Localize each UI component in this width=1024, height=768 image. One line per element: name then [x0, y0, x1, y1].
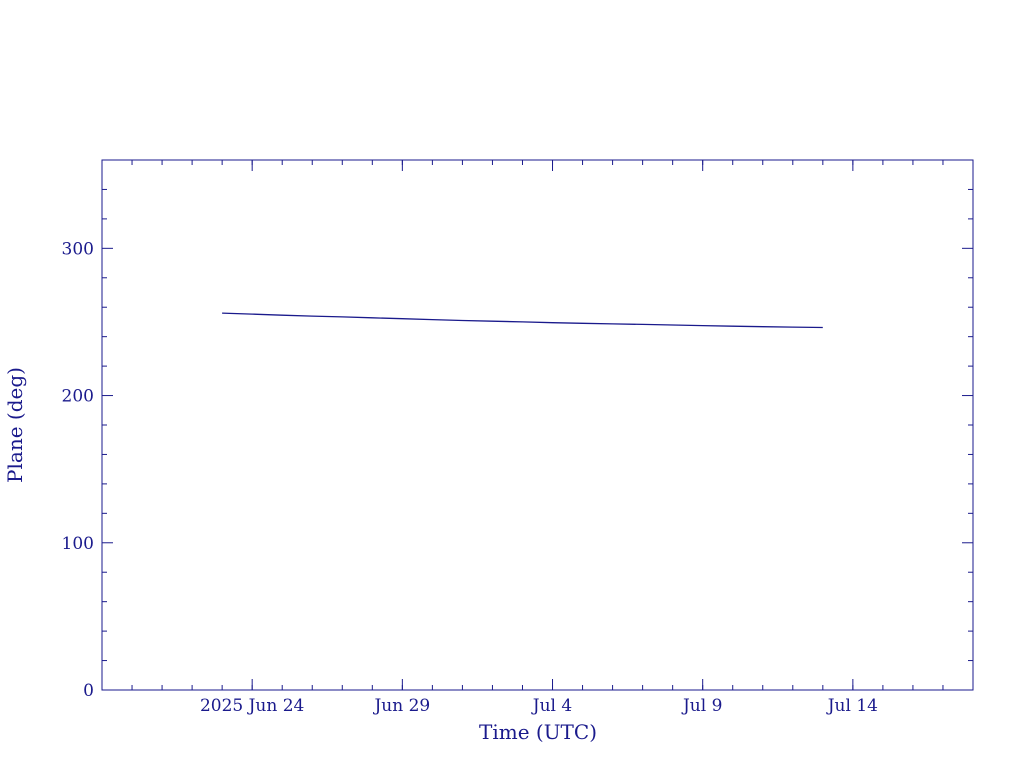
x-tick-label: Jul 4: [531, 696, 572, 716]
x-tick-label: Jul 9: [681, 696, 722, 716]
y-tick-label: 300: [62, 239, 94, 259]
x-axis-label: Time (UTC): [479, 720, 597, 744]
axis-ticks: 2025 Jun 24 Jun 29 Jul 4 Jul 9 Jul 14 0 100 200…: [62, 160, 973, 716]
y-tick-label: 200: [62, 387, 94, 407]
plot-frame: [101, 159, 974, 691]
series-layer: [222, 312, 823, 329]
y-tick-label: 100: [62, 534, 94, 554]
x-tick-label: Jun 29: [372, 696, 430, 716]
x-tick-label: 2025 Jun 24: [200, 696, 304, 716]
series-line: [222, 312, 823, 329]
y-axis-label: Plane (deg): [3, 367, 27, 483]
x-tick-label: Jul 14: [826, 696, 878, 716]
y-tick-label: 0: [83, 681, 94, 701]
